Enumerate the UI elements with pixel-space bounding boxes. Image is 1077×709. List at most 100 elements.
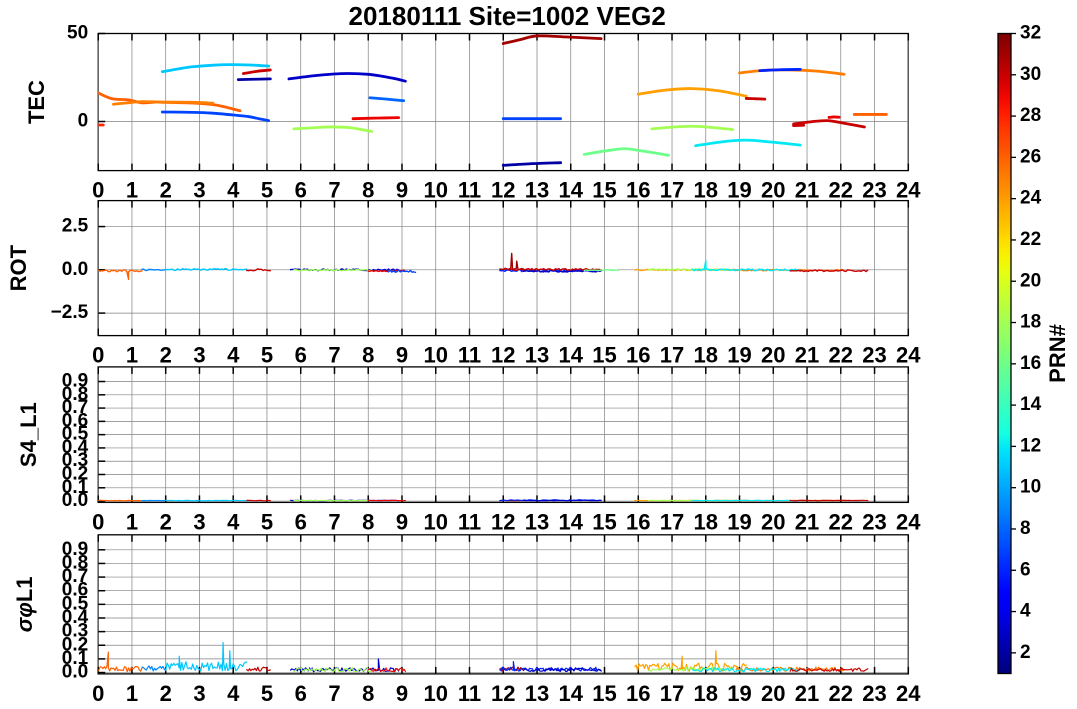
- svg-text:17: 17: [660, 178, 684, 203]
- svg-text:10: 10: [1020, 477, 1041, 498]
- svg-text:22: 22: [829, 681, 853, 706]
- svg-text:2: 2: [160, 178, 172, 203]
- svg-text:6: 6: [295, 343, 307, 368]
- svg-text:6: 6: [295, 178, 307, 203]
- svg-text:16: 16: [626, 178, 650, 203]
- svg-text:3: 3: [193, 509, 205, 534]
- svg-text:20180111 Site=1002 VEG2: 20180111 Site=1002 VEG2: [349, 1, 666, 31]
- svg-text:23: 23: [862, 343, 886, 368]
- svg-text:ROT: ROT: [6, 244, 31, 291]
- svg-text:11: 11: [458, 509, 481, 534]
- svg-text:24: 24: [896, 178, 921, 203]
- svg-text:0: 0: [92, 509, 104, 534]
- svg-text:24: 24: [896, 509, 921, 534]
- svg-text:13: 13: [525, 343, 549, 368]
- svg-text:26: 26: [1020, 146, 1041, 167]
- svg-text:1: 1: [126, 178, 138, 203]
- svg-text:18: 18: [694, 681, 718, 706]
- svg-text:9: 9: [396, 178, 408, 203]
- svg-text:PRN#: PRN#: [1045, 324, 1070, 383]
- svg-text:24: 24: [896, 343, 921, 368]
- svg-text:22: 22: [1020, 229, 1041, 250]
- svg-text:10: 10: [423, 509, 447, 534]
- svg-text:50: 50: [67, 23, 88, 44]
- svg-text:32: 32: [1020, 23, 1041, 44]
- svg-text:15: 15: [592, 681, 616, 706]
- svg-text:8: 8: [362, 343, 374, 368]
- svg-text:7: 7: [328, 681, 340, 706]
- svg-text:6: 6: [295, 681, 307, 706]
- svg-text:3: 3: [193, 343, 205, 368]
- svg-text:14: 14: [1020, 394, 1042, 415]
- svg-text:13: 13: [525, 509, 549, 534]
- svg-text:4: 4: [227, 343, 240, 368]
- svg-text:20: 20: [761, 178, 785, 203]
- svg-text:12: 12: [1020, 435, 1041, 456]
- svg-text:0.9: 0.9: [62, 539, 88, 560]
- svg-text:23: 23: [862, 509, 886, 534]
- svg-text:4: 4: [227, 681, 240, 706]
- svg-text:19: 19: [727, 178, 751, 203]
- svg-text:11: 11: [458, 178, 481, 203]
- svg-text:17: 17: [660, 509, 684, 534]
- svg-text:15: 15: [592, 509, 616, 534]
- svg-text:14: 14: [559, 509, 584, 534]
- svg-text:0.0: 0.0: [62, 259, 88, 280]
- svg-text:22: 22: [829, 509, 853, 534]
- svg-text:19: 19: [727, 681, 751, 706]
- svg-text:19: 19: [727, 509, 751, 534]
- svg-text:15: 15: [592, 343, 616, 368]
- svg-text:14: 14: [559, 343, 584, 368]
- svg-text:16: 16: [626, 343, 650, 368]
- svg-text:18: 18: [694, 343, 718, 368]
- svg-text:2: 2: [1020, 642, 1031, 663]
- svg-text:12: 12: [491, 178, 515, 203]
- svg-text:19: 19: [727, 343, 751, 368]
- svg-text:10: 10: [423, 178, 447, 203]
- svg-text:8: 8: [362, 681, 374, 706]
- svg-text:28: 28: [1020, 105, 1041, 126]
- svg-text:4: 4: [227, 178, 240, 203]
- svg-text:11: 11: [458, 343, 481, 368]
- svg-text:23: 23: [862, 178, 886, 203]
- svg-text:18: 18: [694, 509, 718, 534]
- svg-text:9: 9: [396, 343, 408, 368]
- svg-text:5: 5: [261, 178, 273, 203]
- svg-text:14: 14: [559, 178, 584, 203]
- svg-text:0: 0: [78, 111, 89, 132]
- svg-text:12: 12: [491, 509, 515, 534]
- svg-text:16: 16: [1020, 353, 1041, 374]
- svg-text:1: 1: [126, 509, 138, 534]
- svg-text:0: 0: [92, 343, 104, 368]
- svg-text:16: 16: [626, 681, 650, 706]
- svg-text:7: 7: [328, 509, 340, 534]
- svg-text:18: 18: [694, 178, 718, 203]
- svg-text:9: 9: [396, 509, 408, 534]
- svg-text:8: 8: [362, 509, 374, 534]
- svg-text:22: 22: [829, 178, 853, 203]
- svg-text:σφL1: σφL1: [12, 576, 37, 632]
- svg-text:1: 1: [126, 681, 138, 706]
- svg-text:0.9: 0.9: [62, 371, 88, 392]
- svg-text:6: 6: [295, 509, 307, 534]
- svg-text:21: 21: [795, 681, 819, 706]
- svg-text:5: 5: [261, 343, 273, 368]
- svg-text:S4_L1: S4_L1: [16, 402, 41, 467]
- svg-text:5: 5: [261, 681, 273, 706]
- svg-text:2.5: 2.5: [62, 216, 89, 237]
- svg-text:12: 12: [491, 343, 515, 368]
- svg-text:10: 10: [423, 343, 447, 368]
- svg-text:21: 21: [795, 343, 819, 368]
- svg-text:15: 15: [592, 178, 616, 203]
- svg-text:24: 24: [896, 681, 921, 706]
- svg-text:3: 3: [193, 681, 205, 706]
- svg-text:0: 0: [92, 681, 104, 706]
- svg-text:30: 30: [1020, 64, 1041, 85]
- svg-text:21: 21: [795, 178, 819, 203]
- svg-text:20: 20: [761, 343, 785, 368]
- svg-text:21: 21: [795, 509, 819, 534]
- svg-text:2: 2: [160, 509, 172, 534]
- svg-text:4: 4: [227, 509, 240, 534]
- svg-text:0: 0: [92, 178, 104, 203]
- svg-text:11: 11: [458, 681, 481, 706]
